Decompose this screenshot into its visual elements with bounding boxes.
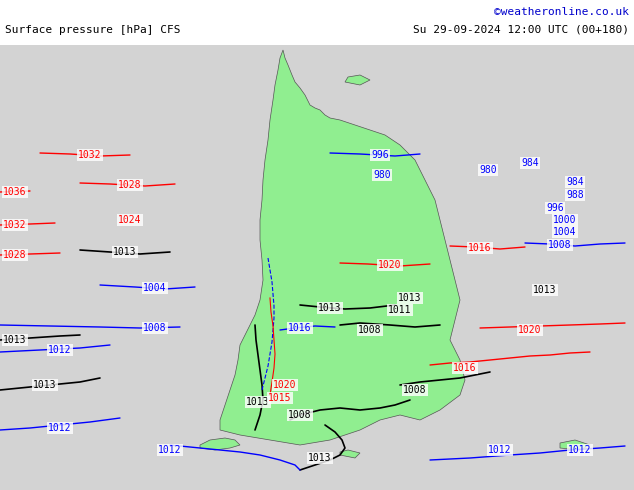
Text: 1016: 1016 — [288, 323, 312, 333]
Text: 1015: 1015 — [268, 393, 292, 403]
Text: Su 29-09-2024 12:00 UTC (00+180): Su 29-09-2024 12:00 UTC (00+180) — [413, 25, 629, 35]
Text: 1013: 1013 — [113, 247, 137, 257]
Text: 1012: 1012 — [48, 423, 72, 433]
Text: 1008: 1008 — [288, 410, 312, 420]
Text: 1016: 1016 — [469, 243, 492, 253]
Text: 1013: 1013 — [308, 453, 332, 463]
Text: ©weatheronline.co.uk: ©weatheronline.co.uk — [494, 7, 629, 17]
Text: 1028: 1028 — [3, 250, 27, 260]
Text: 1013: 1013 — [33, 380, 57, 390]
Text: 988: 988 — [566, 190, 584, 200]
Text: 1032: 1032 — [3, 220, 27, 230]
Text: 1004: 1004 — [143, 283, 167, 293]
Text: 1013: 1013 — [398, 293, 422, 303]
Text: 996: 996 — [546, 203, 564, 213]
Text: 984: 984 — [566, 177, 584, 187]
Text: Surface pressure [hPa] CFS: Surface pressure [hPa] CFS — [5, 25, 181, 35]
Text: 984: 984 — [521, 158, 539, 168]
Text: 1013: 1013 — [246, 397, 269, 407]
Text: 1028: 1028 — [119, 180, 142, 190]
Text: 1012: 1012 — [488, 445, 512, 455]
Text: 1020: 1020 — [518, 325, 541, 335]
Text: 1012: 1012 — [48, 345, 72, 355]
Text: 1032: 1032 — [78, 150, 101, 160]
Text: 1004: 1004 — [553, 227, 577, 237]
Polygon shape — [200, 438, 240, 450]
Text: 1000: 1000 — [553, 215, 577, 225]
Polygon shape — [220, 50, 465, 445]
Text: 1008: 1008 — [403, 385, 427, 395]
Text: 1016: 1016 — [453, 363, 477, 373]
FancyBboxPatch shape — [0, 30, 634, 450]
Text: 1008: 1008 — [548, 240, 572, 250]
Text: 980: 980 — [373, 170, 391, 180]
Text: 1008: 1008 — [358, 325, 382, 335]
Text: 1013: 1013 — [3, 335, 27, 345]
Text: 1013: 1013 — [318, 303, 342, 313]
FancyBboxPatch shape — [0, 455, 634, 490]
Text: 1013: 1013 — [533, 285, 557, 295]
Text: 996: 996 — [371, 150, 389, 160]
Polygon shape — [345, 75, 370, 85]
Text: 1020: 1020 — [378, 260, 402, 270]
Text: 1011: 1011 — [388, 305, 411, 315]
Text: 1036: 1036 — [3, 187, 27, 197]
Text: 1012: 1012 — [158, 445, 182, 455]
Text: 1020: 1020 — [273, 380, 297, 390]
FancyBboxPatch shape — [0, 0, 634, 45]
Polygon shape — [340, 450, 360, 458]
Text: 1008: 1008 — [143, 323, 167, 333]
Text: 1024: 1024 — [119, 215, 142, 225]
Text: 980: 980 — [479, 165, 497, 175]
Text: 1012: 1012 — [568, 445, 592, 455]
Polygon shape — [560, 440, 590, 450]
